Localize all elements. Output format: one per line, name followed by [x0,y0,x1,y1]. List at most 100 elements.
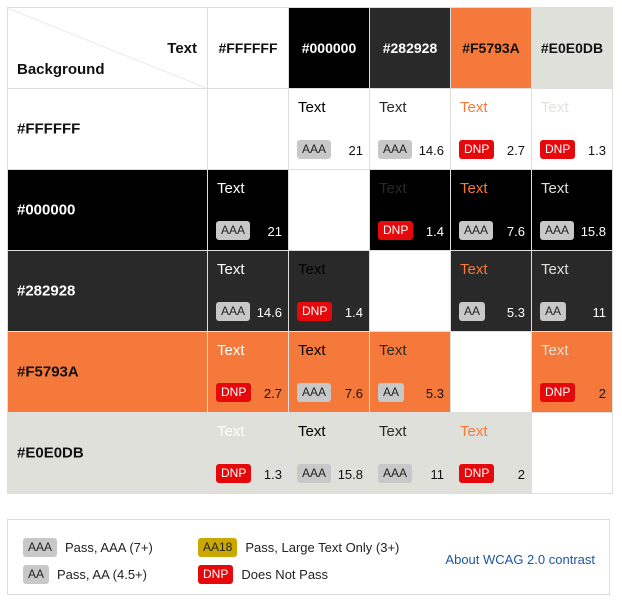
empty-cell [288,169,370,251]
contrast-ratio: 2.7 [506,143,525,158]
grade-badge: AAA [216,302,251,321]
grade-badge: AA [540,302,567,321]
contrast-cell: Text DNP 1.3 [207,412,289,494]
grade-badge: DNP [297,302,333,321]
row-header-label: #282928 [17,282,76,300]
legend: AAA Pass, AAA (7+) AA Pass, AA (4.5+) AA… [7,519,610,595]
column-header-label: #E0E0DB [540,40,604,56]
contrast-ratio: 7.6 [344,386,363,401]
contrast-ratio: 5.3 [506,305,525,320]
column-header: #000000 [288,7,370,89]
row-header-label: #000000 [17,201,76,219]
sample-text: Text [379,180,407,197]
empty-cell [531,412,613,494]
contrast-cell: Text AAA 15.8 [531,169,613,251]
legend-aaa-label: Pass, AAA (7+) [65,540,153,555]
row-header: #F5793A [7,331,208,413]
sample-text: Text [298,423,326,440]
contrast-cell: Text DNP 2 [450,412,532,494]
contrast-ratio: 2 [517,467,525,482]
contrast-ratio: 1.3 [263,467,282,482]
legend-aa18: AA18 Pass, Large Text Only (3+) [198,538,399,557]
grade-badge: DNP [540,383,576,402]
sample-text: Text [379,342,407,359]
row-header: #282928 [7,250,208,332]
contrast-matrix: Text Background #FFFFFF #000000 #282928 #F579… [7,7,613,494]
grade-badge: DNP [216,464,252,483]
contrast-cell: Text DNP 1.4 [288,250,370,332]
legend-aaa: AAA Pass, AAA (7+) [23,538,153,557]
sample-text: Text [298,261,326,278]
sample-text: Text [379,99,407,116]
empty-cell [207,88,289,170]
legend-aa-badge: AA [23,565,50,584]
contrast-ratio: 14.6 [418,143,444,158]
grade-badge: AAA [459,221,494,240]
corner-text-label: Text [167,40,197,57]
contrast-ratio: 5.3 [425,386,444,401]
grade-badge: AAA [297,140,332,159]
matrix-row: #282928 Text AAA 14.6 Text DNP 1.4 Text AA 5.3 Tex… [7,250,613,332]
column-header: #282928 [369,7,451,89]
column-header-label: #F5793A [462,40,520,56]
contrast-cell: Text AAA 21 [207,169,289,251]
contrast-cell: Text AAA 14.6 [207,250,289,332]
grade-badge: AAA [297,383,332,402]
sample-text: Text [541,342,569,359]
contrast-cell: Text AA 5.3 [369,331,451,413]
grade-badge: DNP [378,221,414,240]
matrix-row: #F5793A Text DNP 2.7 Text AAA 7.6 Text AA 5.3 Text… [7,331,613,413]
row-header-label: #F5793A [17,363,79,381]
grade-badge: AAA [540,221,575,240]
legend-aa-label: Pass, AA (4.5+) [57,567,147,582]
contrast-ratio: 2.7 [263,386,282,401]
contrast-cell: Text AAA 14.6 [369,88,451,170]
sample-text: Text [298,99,326,116]
column-header-label: #000000 [301,40,357,56]
contrast-ratio: 15.8 [580,224,606,239]
row-header: #FFFFFF [7,88,208,170]
contrast-ratio: 14.6 [256,305,282,320]
contrast-cell: Text DNP 2.7 [450,88,532,170]
sample-text: Text [217,261,245,278]
legend-aa18-label: Pass, Large Text Only (3+) [245,540,400,555]
sample-text: Text [379,423,407,440]
contrast-ratio: 2 [598,386,606,401]
contrast-cell: Text DNP 2.7 [207,331,289,413]
contrast-cell: Text AAA 11 [369,412,451,494]
sample-text: Text [217,342,245,359]
column-header: #FFFFFF [207,7,289,89]
grade-badge: AA [459,302,486,321]
sample-text: Text [298,342,326,359]
contrast-cell: Text AAA 7.6 [288,331,370,413]
row-header-label: #E0E0DB [17,444,84,462]
contrast-ratio: 15.8 [337,467,363,482]
legend-aaa-badge: AAA [23,538,58,557]
contrast-ratio: 21 [348,143,363,158]
legend-aa18-badge: AA18 [198,538,238,557]
row-header: #000000 [7,169,208,251]
sample-text: Text [460,99,488,116]
sample-text: Text [460,180,488,197]
legend-aa: AA Pass, AA (4.5+) [23,565,147,584]
legend-dnp-label: Does Not Pass [241,567,329,582]
sample-text: Text [541,261,569,278]
contrast-cell: Text DNP 1.4 [369,169,451,251]
grade-badge: AAA [378,140,413,159]
contrast-ratio: 11 [430,467,445,482]
wcag-contrast-link[interactable]: About WCAG 2.0 contrast [445,552,595,567]
column-header: #F5793A [450,7,532,89]
sample-text: Text [460,261,488,278]
grade-badge: AAA [297,464,332,483]
column-header-label: #FFFFFF [218,40,278,56]
contrast-ratio: 21 [267,224,282,239]
grade-badge: DNP [459,464,495,483]
corner-background-label: Background [17,61,105,78]
contrast-cell: Text AAA 21 [288,88,370,170]
contrast-cell: Text DNP 1.3 [531,88,613,170]
row-header: #E0E0DB [7,412,208,494]
contrast-ratio: 7.6 [506,224,525,239]
row-header-label: #FFFFFF [17,120,81,138]
empty-cell [369,250,451,332]
empty-cell [450,331,532,413]
